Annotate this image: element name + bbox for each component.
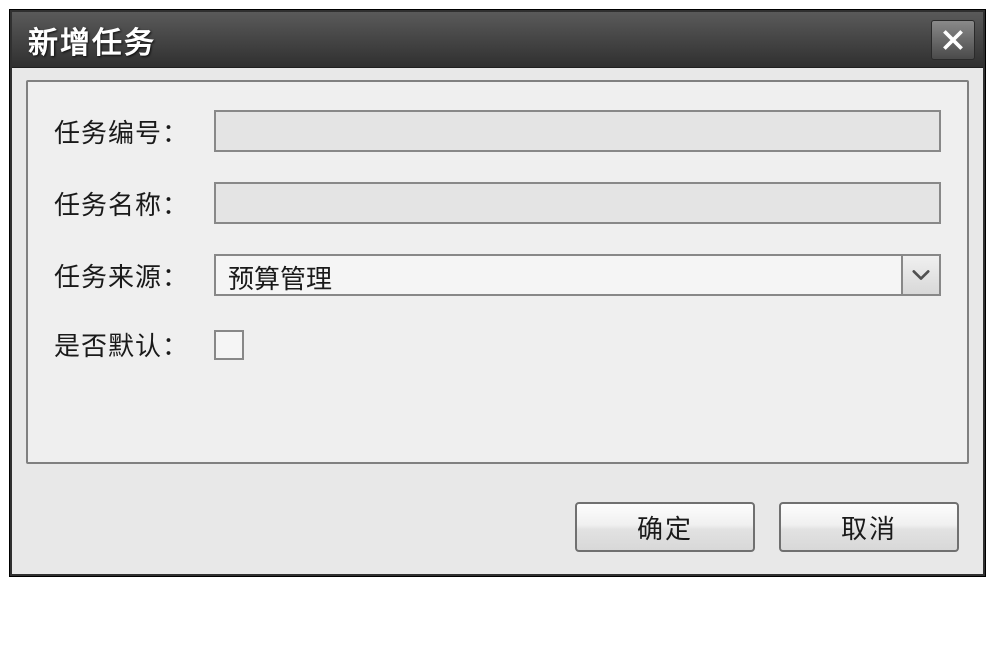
close-button[interactable] [931, 20, 975, 60]
cancel-button[interactable]: 取消 [779, 502, 959, 552]
label-task-source: 任务来源： [54, 257, 214, 294]
label-task-id: 任务编号： [54, 113, 214, 150]
form-panel: 任务编号： 任务名称： 任务来源： 预算管理 是否默认： [26, 80, 969, 464]
chevron-down-icon [912, 269, 930, 281]
row-task-id: 任务编号： [54, 110, 941, 152]
dialog-title: 新增任务 [28, 18, 156, 62]
select-task-source-value: 预算管理 [214, 254, 901, 296]
close-icon [942, 29, 964, 51]
label-task-name: 任务名称： [54, 185, 214, 222]
checkbox-is-default[interactable] [214, 330, 244, 360]
dialog-new-task: 新增任务 任务编号： 任务名称： 任务来源： 预算管理 [10, 10, 985, 576]
input-task-id[interactable] [214, 110, 941, 152]
row-is-default: 是否默认： [54, 326, 941, 363]
row-task-name: 任务名称： [54, 182, 941, 224]
titlebar: 新增任务 [12, 12, 983, 68]
button-row: 确定 取消 [575, 502, 959, 552]
input-task-name[interactable] [214, 182, 941, 224]
label-is-default: 是否默认： [54, 326, 214, 363]
row-task-source: 任务来源： 预算管理 [54, 254, 941, 296]
select-task-source[interactable]: 预算管理 [214, 254, 941, 296]
ok-button[interactable]: 确定 [575, 502, 755, 552]
select-task-source-arrow[interactable] [901, 254, 941, 296]
